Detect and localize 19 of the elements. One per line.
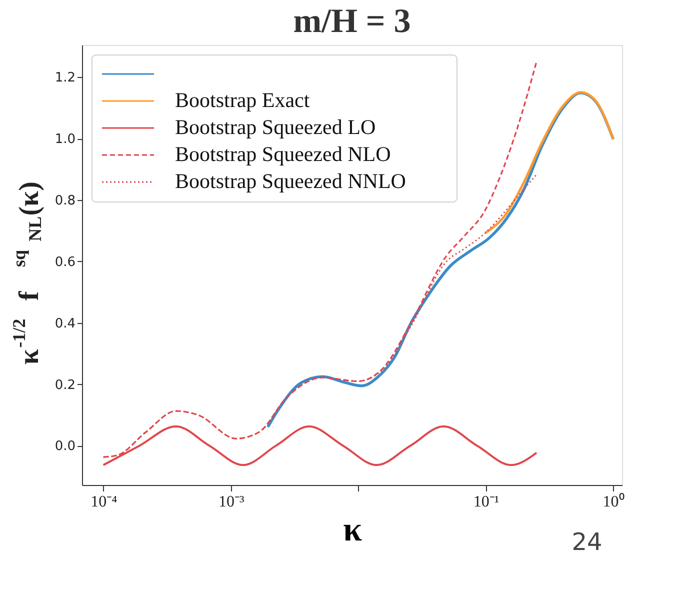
- y-axis-title: κ-1/2 fsqNL(κ): [9, 182, 45, 365]
- x-tick-label: 10⁻¹: [473, 494, 500, 510]
- y-tick-label: 0.8: [54, 194, 76, 209]
- legend-label: Bootstrap Exact: [175, 88, 310, 112]
- x-tick-label: 10⁰: [602, 492, 625, 510]
- x-tick-label: 10⁻³: [218, 494, 244, 510]
- y-tick-label: 0.0: [54, 439, 76, 454]
- text: 24: [572, 528, 602, 556]
- x-axis-title: κ: [343, 512, 362, 548]
- legend-label: Bootstrap Squeezed NLO: [175, 142, 391, 166]
- y-tick-label: 0.4: [54, 316, 76, 332]
- legend-label: Bootstrap Squeezed NNLO: [175, 169, 406, 193]
- y-tick-label: 0.2: [54, 378, 76, 393]
- x-tick-label: 10⁻⁴: [90, 494, 118, 510]
- legend-label: Bootstrap Squeezed LO: [175, 115, 376, 139]
- y-tick-label: 1.0: [54, 132, 76, 148]
- chart-title: m/H = 3: [293, 3, 411, 40]
- y-tick-label: 0.6: [54, 254, 76, 270]
- y-tick-label: 1.2: [54, 70, 76, 86]
